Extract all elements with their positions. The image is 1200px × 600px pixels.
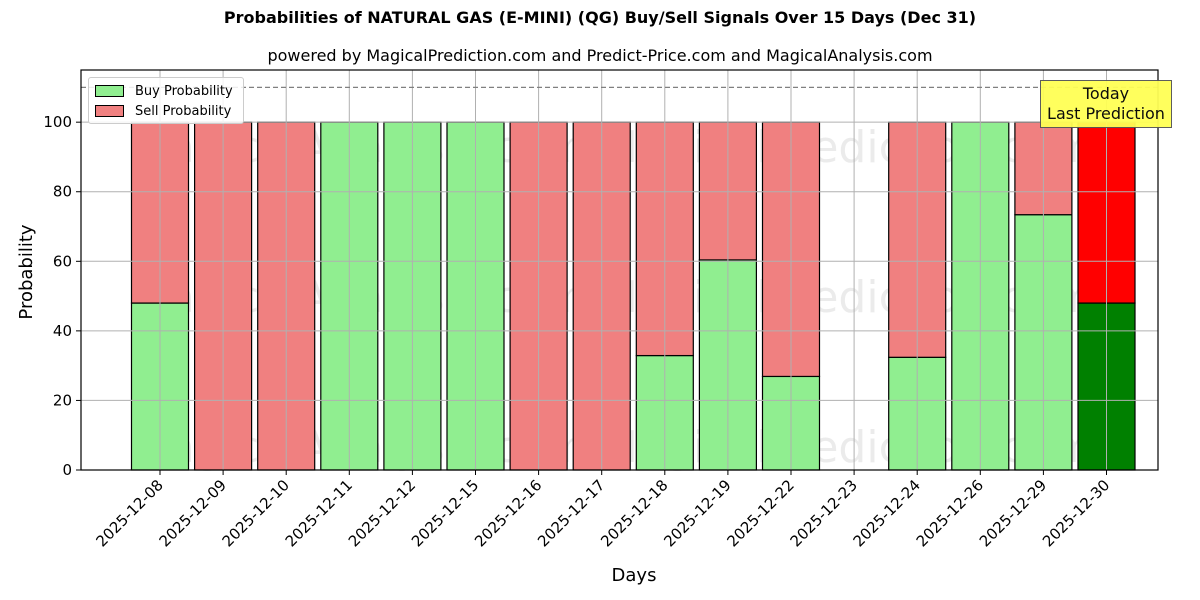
sell-swatch-icon <box>95 105 124 117</box>
y-tick-label: 0 <box>62 461 72 479</box>
x-tick-label: 2025-12-24 <box>850 476 924 550</box>
today-annotation-line2: Last Prediction <box>1047 104 1165 123</box>
x-tick-label: 2025-12-08 <box>92 476 166 550</box>
x-tick-label: 2025-12-19 <box>660 476 734 550</box>
buy-swatch-icon <box>95 85 124 97</box>
y-axis-label: Probability <box>16 224 37 319</box>
x-tick-label: 2025-12-26 <box>913 476 987 550</box>
x-tick-label: 2025-12-09 <box>156 476 230 550</box>
chart-subtitle: powered by MagicalPrediction.com and Pre… <box>267 46 933 65</box>
x-axis-label: Days <box>612 565 657 586</box>
y-tick-label: 40 <box>53 322 72 340</box>
x-tick-label: 2025-12-10 <box>219 476 293 550</box>
y-tick-label: 60 <box>53 252 72 270</box>
y-tick-label: 100 <box>43 113 72 131</box>
legend-item-sell: Sell Probability <box>95 103 231 119</box>
x-tick-label: 2025-12-22 <box>723 476 797 550</box>
x-tick-label: 2025-12-29 <box>976 476 1050 550</box>
x-tick-label: 2025-12-30 <box>1039 476 1113 550</box>
today-annotation: Today Last Prediction <box>1040 80 1172 128</box>
x-tick-label: 2025-12-15 <box>408 476 482 550</box>
today-annotation-line1: Today <box>1082 84 1130 103</box>
legend-buy-label: Buy Probability <box>135 83 233 99</box>
x-tick-label: 2025-12-23 <box>787 476 861 550</box>
x-tick-label: 2025-12-17 <box>534 476 608 550</box>
legend: Buy Probability Sell Probability <box>88 77 244 124</box>
legend-sell-label: Sell Probability <box>135 103 232 119</box>
legend-item-buy: Buy Probability <box>95 83 233 99</box>
x-tick-label: 2025-12-11 <box>282 476 356 550</box>
x-tick-label: 2025-12-18 <box>597 476 671 550</box>
chart-title: Probabilities of NATURAL GAS (E-MINI) (Q… <box>223 8 977 27</box>
plot-frame <box>80 69 1159 471</box>
x-tick-label: 2025-12-12 <box>345 476 419 550</box>
y-tick-label: 20 <box>53 391 72 409</box>
x-tick-label: 2025-12-16 <box>471 476 545 550</box>
y-tick-label: 80 <box>53 183 72 201</box>
